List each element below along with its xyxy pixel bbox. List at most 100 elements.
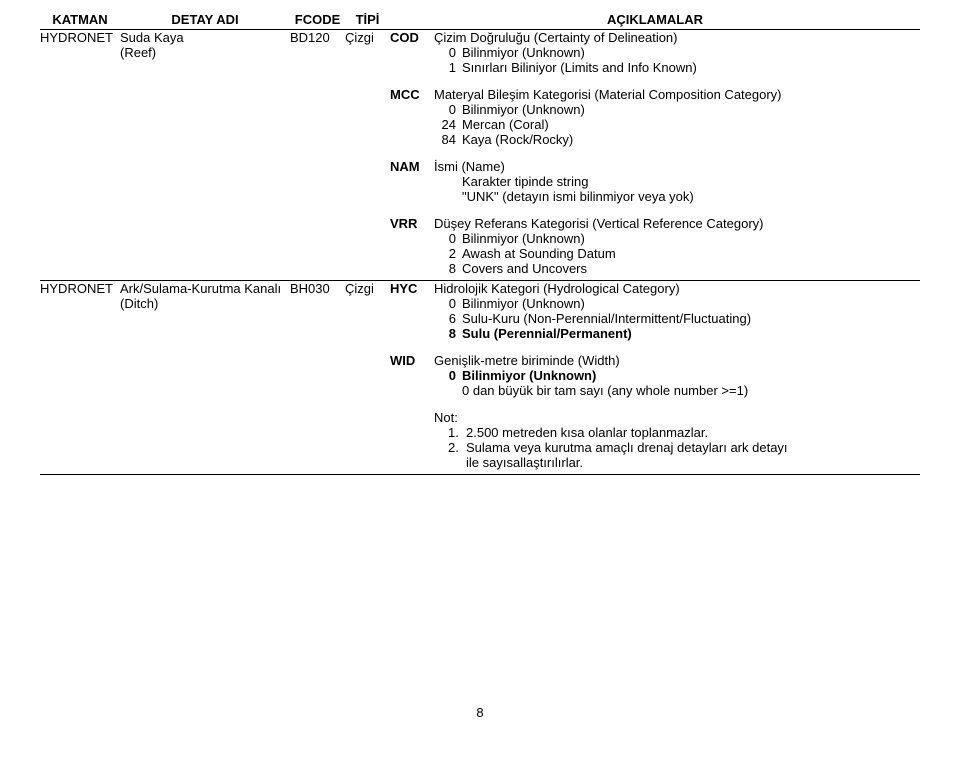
detay-sub: (Reef) [120,45,290,60]
attr-text: Mercan (Coral) [462,117,920,132]
note-block: Not: 1. 2.500 metreden kısa olanlar topl… [390,410,920,470]
cell-aciklama: COD Çizim Doğruluğu (Certainty of Deline… [390,30,920,281]
attr-text: Sulu-Kuru (Non-Perennial/Intermittent/Fl… [462,311,920,326]
attribute-block: COD Çizim Doğruluğu (Certainty of Deline… [390,30,920,75]
attribute-block: MCC Materyal Bileşim Kategorisi (Materia… [390,87,920,147]
attribute-block: NAM İsmi (Name) Karakter tipinde string … [390,159,920,204]
cell-katman: HYDRONET [40,281,120,475]
attr-body: Hidrolojik Kategori (Hydrological Catego… [434,281,920,341]
attr-text: Bilinmiyor (Unknown) [462,296,920,311]
attr-line: 84Kaya (Rock/Rocky) [434,132,920,147]
attr-text: Bilinmiyor (Unknown) [462,368,920,383]
note-label: Not: [434,410,920,425]
attribute-block: HYC Hidrolojik Kategori (Hydrological Ca… [390,281,920,341]
attribute-block: WID Genişlik-metre biriminde (Width) 0Bi… [390,353,920,398]
attr-line: 0 dan büyük bir tam sayı (any whole numb… [434,383,920,398]
detay-sub: (Ditch) [120,296,290,311]
attr-num: 24 [434,117,462,132]
attr-body: Materyal Bileşim Kategorisi (Material Co… [434,87,920,147]
table-row: HYDRONET Ark/Sulama-Kurutma Kanalı (Ditc… [40,281,920,475]
cell-fcode: BH030 [290,281,345,475]
attr-title: Genişlik-metre biriminde (Width) [434,353,920,368]
attr-line: Karakter tipinde string [434,174,920,189]
attr-line: 2Awash at Sounding Datum [434,246,920,261]
attr-title: İsmi (Name) [434,159,920,174]
attr-num [434,189,462,204]
attr-text: Covers and Uncovers [462,261,920,276]
attr-body: Çizim Doğruluğu (Certainty of Delineatio… [434,30,920,75]
attr-line: 0Bilinmiyor (Unknown) [434,296,920,311]
attr-text: Kaya (Rock/Rocky) [462,132,920,147]
header-katman: KATMAN [40,10,120,30]
attr-num: 0 [434,368,462,383]
attr-text: Bilinmiyor (Unknown) [462,102,920,117]
note-text: 2.500 metreden kısa olanlar toplanmazlar… [466,425,920,440]
attr-code: HYC [390,281,434,341]
cell-aciklama: HYC Hidrolojik Kategori (Hydrological Ca… [390,281,920,475]
attr-line: 8Sulu (Perennial/Permanent) [434,326,920,341]
note-num: 2. [448,440,466,455]
attr-text: Bilinmiyor (Unknown) [462,231,920,246]
cell-fcode: BD120 [290,30,345,281]
attr-code: WID [390,353,434,398]
attr-text: Bilinmiyor (Unknown) [462,45,920,60]
note-num: 1. [448,425,466,440]
attr-num: 2 [434,246,462,261]
attr-line: 24Mercan (Coral) [434,117,920,132]
cell-tipi: Çizgi [345,281,390,475]
note-text: Sulama veya kurutma amaçlı drenaj detayl… [466,440,920,455]
attr-title: Materyal Bileşim Kategorisi (Material Co… [434,87,920,102]
attr-body: Düşey Referans Kategorisi (Vertical Refe… [434,216,920,276]
note-item: 1. 2.500 metreden kısa olanlar toplanmaz… [434,425,920,440]
cell-katman: HYDRONET [40,30,120,281]
attr-text: Karakter tipinde string [462,174,920,189]
attr-title: Çizim Doğruluğu (Certainty of Delineatio… [434,30,920,45]
cell-tipi: Çizgi [345,30,390,281]
cell-detay: Suda Kaya (Reef) [120,30,290,281]
attr-num [434,174,462,189]
cell-detay: Ark/Sulama-Kurutma Kanalı (Ditch) [120,281,290,475]
header-aciklama: AÇIKLAMALAR [390,10,920,30]
attr-body: İsmi (Name) Karakter tipinde string "UNK… [434,159,920,204]
header-tipi: TİPİ [345,10,390,30]
attr-line: "UNK" (detayın ismi bilinmiyor veya yok) [434,189,920,204]
attr-line: 1Sınırları Biliniyor (Limits and Info Kn… [434,60,920,75]
attr-text: "UNK" (detayın ismi bilinmiyor veya yok) [462,189,920,204]
attr-line: 0Bilinmiyor (Unknown) [434,231,920,246]
katman-text: HYDRONET [40,30,120,45]
attr-num: 8 [434,326,462,341]
katman-text: HYDRONET [40,281,120,296]
attr-line: 0Bilinmiyor (Unknown) [434,45,920,60]
header-detay: DETAY ADI [120,10,290,30]
attr-text: 0 dan büyük bir tam sayı (any whole numb… [462,383,920,398]
note-item: 2. Sulama veya kurutma amaçlı drenaj det… [434,440,920,455]
attr-num: 0 [434,45,462,60]
attr-num: 6 [434,311,462,326]
attr-num: 1 [434,60,462,75]
attr-title: Düşey Referans Kategorisi (Vertical Refe… [434,216,920,231]
attr-line: 8Covers and Uncovers [434,261,920,276]
attr-code: NAM [390,159,434,204]
attr-num [434,383,462,398]
attr-num: 8 [434,261,462,276]
attr-num: 0 [434,102,462,117]
attribute-block: VRR Düşey Referans Kategorisi (Vertical … [390,216,920,276]
attr-text: Awash at Sounding Datum [462,246,920,261]
detay-main: Ark/Sulama-Kurutma Kanalı [120,281,290,296]
attr-num: 0 [434,231,462,246]
attr-num: 84 [434,132,462,147]
attr-line: 0Bilinmiyor (Unknown) [434,368,920,383]
table-header-row: KATMAN DETAY ADI FCODE TİPİ AÇIKLAMALAR [40,10,920,30]
note-text-cont: ile sayısallaştırılırlar. [434,455,920,470]
attr-line: 0Bilinmiyor (Unknown) [434,102,920,117]
main-table: KATMAN DETAY ADI FCODE TİPİ AÇIKLAMALAR … [40,10,920,475]
attr-text: Sınırları Biliniyor (Limits and Info Kno… [462,60,920,75]
attr-body: Genişlik-metre biriminde (Width) 0Bilinm… [434,353,920,398]
table-row: HYDRONET Suda Kaya (Reef) BD120 Çizgi CO… [40,30,920,281]
attr-num: 0 [434,296,462,311]
attr-text: Sulu (Perennial/Permanent) [462,326,920,341]
attr-code: VRR [390,216,434,276]
header-fcode: FCODE [290,10,345,30]
attr-line: 6Sulu-Kuru (Non-Perennial/Intermittent/F… [434,311,920,326]
detay-main: Suda Kaya [120,30,290,45]
